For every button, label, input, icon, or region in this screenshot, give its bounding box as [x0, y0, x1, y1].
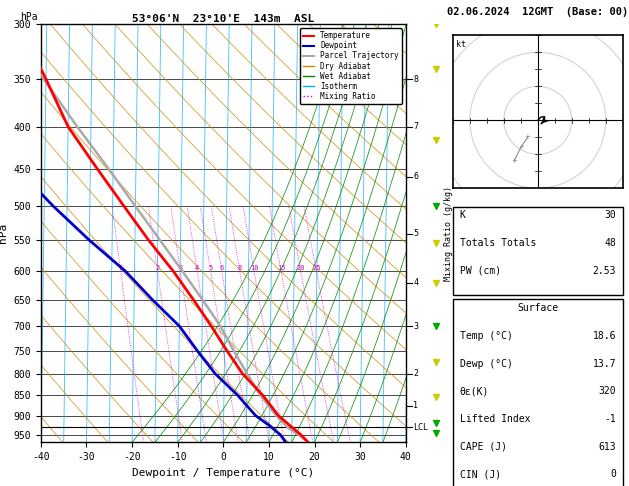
Text: 2: 2: [155, 265, 160, 271]
Text: 13.7: 13.7: [593, 359, 616, 369]
Text: LCL: LCL: [413, 423, 428, 432]
Text: 6: 6: [413, 172, 418, 181]
Text: -1: -1: [604, 414, 616, 424]
Text: Totals Totals: Totals Totals: [460, 238, 536, 248]
Title: 53°06'N  23°10'E  143m  ASL: 53°06'N 23°10'E 143m ASL: [132, 14, 314, 23]
Text: 5: 5: [413, 229, 418, 238]
Text: CIN (J): CIN (J): [460, 469, 501, 480]
Text: hPa: hPa: [20, 12, 38, 22]
Text: 20: 20: [296, 265, 305, 271]
Text: +: +: [511, 158, 517, 164]
Text: 4: 4: [195, 265, 199, 271]
Text: 15: 15: [277, 265, 286, 271]
Text: K: K: [460, 210, 465, 221]
Text: 30: 30: [604, 210, 616, 221]
Text: 1: 1: [413, 401, 418, 410]
Text: 0: 0: [610, 469, 616, 480]
Text: 25: 25: [312, 265, 321, 271]
Text: 18.6: 18.6: [593, 331, 616, 341]
Text: 8: 8: [413, 75, 418, 84]
Text: 5: 5: [208, 265, 213, 271]
Text: Lifted Index: Lifted Index: [460, 414, 530, 424]
Bar: [453, 299, 623, 486]
Text: kt: kt: [456, 40, 466, 49]
Text: θε(K): θε(K): [460, 386, 489, 397]
Text: 4: 4: [413, 278, 418, 287]
Text: Dewp (°C): Dewp (°C): [460, 359, 513, 369]
Text: 1: 1: [118, 265, 123, 271]
Text: 48: 48: [604, 238, 616, 248]
Text: 10: 10: [250, 265, 259, 271]
Text: Mixing Ratio (g/kg): Mixing Ratio (g/kg): [443, 186, 453, 281]
Text: 2: 2: [413, 369, 418, 378]
Text: 3: 3: [178, 265, 182, 271]
Text: +: +: [525, 134, 530, 140]
Text: 7: 7: [413, 122, 418, 131]
Text: 3: 3: [413, 322, 418, 330]
Text: Temp (°C): Temp (°C): [460, 331, 513, 341]
Legend: Temperature, Dewpoint, Parcel Trajectory, Dry Adiabat, Wet Adiabat, Isotherm, Mi: Temperature, Dewpoint, Parcel Trajectory…: [299, 28, 402, 104]
Text: 320: 320: [598, 386, 616, 397]
Text: +: +: [518, 144, 524, 151]
Bar: [453, 207, 623, 295]
Text: 6: 6: [220, 265, 224, 271]
X-axis label: Dewpoint / Temperature (°C): Dewpoint / Temperature (°C): [132, 468, 314, 478]
Text: PW (cm): PW (cm): [460, 266, 501, 276]
Text: 2.53: 2.53: [593, 266, 616, 276]
Text: CAPE (J): CAPE (J): [460, 442, 507, 452]
Text: © weatheronline.co.uk: © weatheronline.co.uk: [486, 472, 590, 481]
Text: 8: 8: [238, 265, 242, 271]
Text: 613: 613: [598, 442, 616, 452]
Text: Surface: Surface: [517, 303, 559, 313]
Y-axis label: hPa: hPa: [0, 223, 8, 243]
Text: 02.06.2024  12GMT  (Base: 00): 02.06.2024 12GMT (Base: 00): [447, 7, 628, 17]
